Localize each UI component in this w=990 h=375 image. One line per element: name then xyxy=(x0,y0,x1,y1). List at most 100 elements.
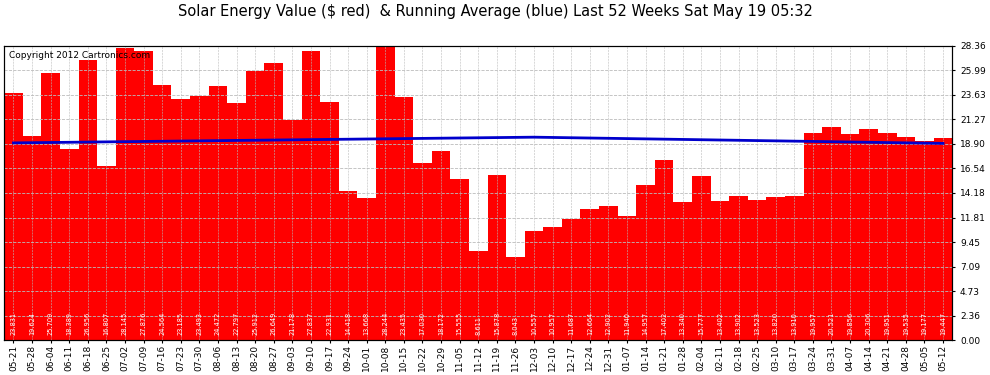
Text: 17.030: 17.030 xyxy=(420,312,426,335)
Text: 13.910: 13.910 xyxy=(791,312,797,335)
Bar xyxy=(78,60,97,340)
Bar xyxy=(487,176,506,340)
Bar xyxy=(320,102,339,340)
Text: 12.664: 12.664 xyxy=(587,312,593,335)
Bar xyxy=(171,99,190,340)
Text: 25.912: 25.912 xyxy=(252,312,258,335)
Text: 11.940: 11.940 xyxy=(624,312,630,335)
Bar xyxy=(822,127,841,340)
Bar xyxy=(42,73,60,341)
Bar xyxy=(97,166,116,340)
Bar xyxy=(135,51,152,340)
Bar xyxy=(469,251,487,340)
Bar xyxy=(190,96,209,340)
Text: 14.957: 14.957 xyxy=(643,312,648,335)
Text: 21.178: 21.178 xyxy=(289,312,295,335)
Text: 12.902: 12.902 xyxy=(605,312,612,335)
Bar xyxy=(525,231,544,340)
Bar xyxy=(654,159,673,340)
Bar xyxy=(934,138,952,340)
Bar xyxy=(209,86,228,340)
Text: 19.856: 19.856 xyxy=(847,312,853,335)
Text: 14.418: 14.418 xyxy=(346,312,351,335)
Bar xyxy=(785,196,804,340)
Text: 8.043: 8.043 xyxy=(513,316,519,335)
Bar xyxy=(878,133,897,340)
Text: 23.831: 23.831 xyxy=(11,312,17,335)
Bar xyxy=(841,134,859,340)
Bar xyxy=(283,120,302,340)
Text: 19.177: 19.177 xyxy=(922,312,928,335)
Bar xyxy=(246,71,264,341)
Bar xyxy=(804,133,822,340)
Text: 10.957: 10.957 xyxy=(549,312,555,335)
Text: 20.521: 20.521 xyxy=(829,312,835,335)
Bar xyxy=(264,63,283,340)
Bar xyxy=(766,197,785,340)
Text: 24.564: 24.564 xyxy=(159,312,165,335)
Text: 13.668: 13.668 xyxy=(363,312,369,335)
Bar xyxy=(673,202,692,340)
Bar xyxy=(637,185,654,340)
Bar xyxy=(302,51,320,340)
Bar xyxy=(60,149,78,340)
Bar xyxy=(730,196,747,340)
Text: 19.957: 19.957 xyxy=(810,312,816,335)
Text: 19.624: 19.624 xyxy=(29,312,35,335)
Bar xyxy=(432,152,450,340)
Text: 18.389: 18.389 xyxy=(66,312,72,335)
Text: 15.777: 15.777 xyxy=(698,312,704,335)
Text: 8.611: 8.611 xyxy=(475,316,481,335)
Text: 19.447: 19.447 xyxy=(940,312,946,335)
Bar xyxy=(859,129,878,340)
Bar xyxy=(357,198,376,340)
Bar xyxy=(897,137,915,340)
Text: 19.951: 19.951 xyxy=(884,312,890,335)
Bar xyxy=(506,257,525,340)
Bar xyxy=(747,200,766,340)
Bar xyxy=(544,226,562,340)
Bar xyxy=(562,219,580,340)
Text: 16.807: 16.807 xyxy=(103,312,110,335)
Text: 20.306: 20.306 xyxy=(865,312,871,335)
Bar xyxy=(116,48,135,340)
Bar xyxy=(915,141,934,340)
Text: 22.931: 22.931 xyxy=(327,312,333,335)
Bar xyxy=(228,104,246,340)
Bar xyxy=(339,190,357,340)
Text: 13.402: 13.402 xyxy=(717,312,723,335)
Bar xyxy=(599,206,618,340)
Text: Solar Energy Value ($ red)  & Running Average (blue) Last 52 Weeks Sat May 19 05: Solar Energy Value ($ red) & Running Ave… xyxy=(177,4,813,19)
Text: 24.472: 24.472 xyxy=(215,312,221,335)
Text: 26.649: 26.649 xyxy=(270,312,277,335)
Text: 23.493: 23.493 xyxy=(196,312,202,335)
Text: 13.340: 13.340 xyxy=(680,312,686,335)
Text: 23.435: 23.435 xyxy=(401,312,407,335)
Text: 28.244: 28.244 xyxy=(382,312,388,335)
Text: 25.709: 25.709 xyxy=(48,312,53,335)
Bar xyxy=(450,179,469,340)
Bar xyxy=(580,209,599,340)
Text: 11.687: 11.687 xyxy=(568,312,574,335)
Text: 15.878: 15.878 xyxy=(494,312,500,335)
Bar xyxy=(692,176,711,340)
Text: 22.797: 22.797 xyxy=(234,312,240,335)
Text: Copyright 2012 Cartronics.com: Copyright 2012 Cartronics.com xyxy=(9,51,150,60)
Bar xyxy=(23,136,42,340)
Text: 27.876: 27.876 xyxy=(141,312,147,335)
Text: 17.402: 17.402 xyxy=(661,312,667,335)
Text: 27.837: 27.837 xyxy=(308,312,314,335)
Text: 18.172: 18.172 xyxy=(438,312,445,335)
Bar xyxy=(395,97,413,340)
Text: 19.535: 19.535 xyxy=(903,312,909,335)
Text: 26.956: 26.956 xyxy=(85,312,91,335)
Text: 10.557: 10.557 xyxy=(531,312,537,335)
Text: 13.902: 13.902 xyxy=(736,312,742,335)
Text: 23.185: 23.185 xyxy=(178,312,184,335)
Bar xyxy=(376,47,395,340)
Text: 15.555: 15.555 xyxy=(456,312,462,335)
Text: 28.145: 28.145 xyxy=(122,312,128,335)
Text: 13.820: 13.820 xyxy=(773,312,779,335)
Bar xyxy=(413,164,432,340)
Bar xyxy=(152,85,171,340)
